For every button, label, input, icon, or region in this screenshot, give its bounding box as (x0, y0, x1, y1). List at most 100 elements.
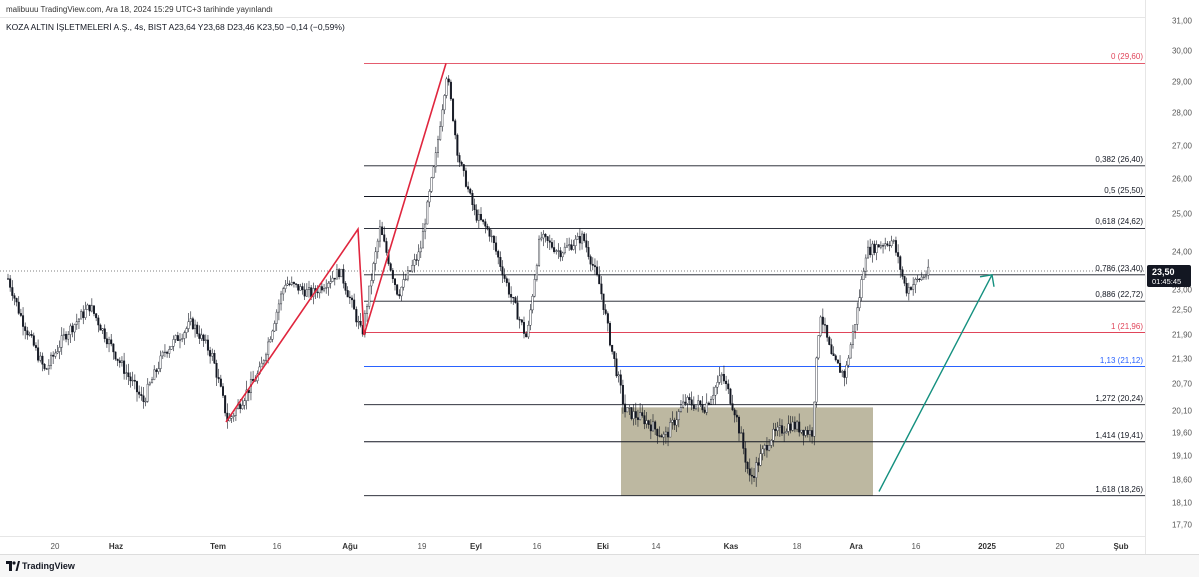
candle-body (677, 411, 680, 421)
time-tick: 19 (417, 542, 427, 551)
candle-body (456, 134, 459, 156)
candle-body (879, 245, 882, 248)
candle-body (348, 296, 351, 299)
candle-body (148, 382, 151, 385)
current-price: 23,50 (1152, 267, 1175, 277)
candle-body (905, 283, 908, 294)
candle-body (265, 354, 268, 361)
candle-body (202, 334, 205, 341)
candle-body (47, 365, 50, 370)
candle-body (86, 304, 89, 310)
candle-body (654, 421, 657, 430)
candle-body (826, 324, 829, 338)
candle-body (129, 376, 132, 382)
time-tick: 2025 (978, 542, 996, 551)
candle-body (544, 233, 547, 237)
price-axis[interactable]: 31,00 30,00 29,00 28,00 27,00 26,00 25,00 24,00… (1145, 0, 1199, 577)
candle-body (858, 297, 861, 309)
candle-body (372, 263, 375, 281)
candle-body (725, 380, 728, 385)
candle-body (686, 397, 689, 404)
candle-body (88, 304, 91, 312)
time-tick: Tem (210, 542, 226, 551)
candle-body (340, 268, 343, 278)
chart-pane[interactable]: 0 (29,60) 0,382 (26,40) 0,5 (25,50) 0,618 (… (0, 18, 1145, 536)
candle-body (851, 331, 854, 345)
candle-body (168, 349, 171, 354)
candle-body (172, 339, 175, 347)
candle-body (385, 241, 388, 253)
candle-body (613, 351, 616, 359)
candle-body (888, 244, 891, 247)
candle-body (568, 244, 571, 247)
candle-body (77, 318, 80, 322)
candle-body (624, 403, 627, 413)
candle-body (213, 353, 216, 364)
candle-body (884, 243, 887, 247)
candle-body (806, 430, 809, 435)
price-tick: 21,30 (1171, 354, 1192, 364)
candle-body (705, 402, 708, 413)
candle-body (221, 386, 224, 396)
candle-body (748, 468, 751, 476)
candle-body (262, 360, 265, 364)
candle-body (798, 421, 801, 433)
candle-body (116, 358, 119, 361)
candle-body (497, 251, 500, 258)
candle-body (540, 237, 543, 240)
candle-body (65, 333, 68, 340)
candle-body (166, 351, 169, 354)
price-chart[interactable] (0, 18, 1145, 536)
symbol-legend[interactable]: KOZA ALTIN İŞLETMELERİ A.Ş., 4s, BIST A2… (6, 22, 345, 32)
candle-body (32, 335, 35, 346)
candle-body (585, 240, 588, 248)
candle-body (138, 391, 141, 395)
candle-body (600, 283, 603, 295)
candle-body (378, 226, 381, 242)
candle-body (318, 286, 321, 294)
candle-body (454, 120, 457, 136)
footer-brand: TradingView (22, 561, 75, 571)
candle-body (660, 435, 663, 438)
candle-body (503, 275, 506, 279)
candle-body (658, 435, 661, 437)
candle-body (763, 445, 766, 450)
candle-body (271, 330, 274, 340)
candle-body (153, 369, 156, 380)
candle-body (688, 397, 691, 400)
candle-body (606, 313, 609, 324)
candle-body (30, 334, 33, 336)
time-axis[interactable]: 20 Haz Tem 16 Ağu 19 Eyl 16 Eki 14 Kas 18 Ara 16 2025 2… (0, 536, 1145, 555)
candle-body (819, 316, 822, 336)
candle-body (636, 417, 639, 420)
candle-body (394, 278, 397, 285)
candle-body (329, 281, 332, 284)
candle-body (204, 339, 207, 341)
price-tick: 19,10 (1171, 451, 1192, 461)
candle-body (789, 423, 792, 431)
candle-body (574, 238, 577, 246)
candle-body (97, 317, 100, 326)
candle-body (288, 283, 291, 285)
candle-body (632, 411, 635, 419)
candle-body (845, 364, 848, 378)
candle-body (684, 401, 687, 404)
candle-body (284, 284, 287, 289)
fib-label: 0,618 (24,62) (1095, 217, 1143, 227)
candle-body (555, 250, 558, 252)
candle-body (273, 323, 276, 332)
candle-body (475, 209, 478, 221)
candle-body (95, 313, 98, 319)
candle-body (770, 440, 773, 446)
candle-body (602, 293, 605, 310)
candle-body (58, 347, 61, 352)
fib-label: 1,414 (19,41) (1095, 430, 1143, 440)
candle-body (596, 266, 599, 275)
candle-body (471, 193, 474, 206)
candle-body (523, 322, 526, 334)
candle-body (92, 305, 95, 314)
candle-body (768, 445, 771, 451)
candle-body (890, 240, 893, 246)
candle-body (645, 420, 648, 425)
candle-body (389, 263, 392, 271)
